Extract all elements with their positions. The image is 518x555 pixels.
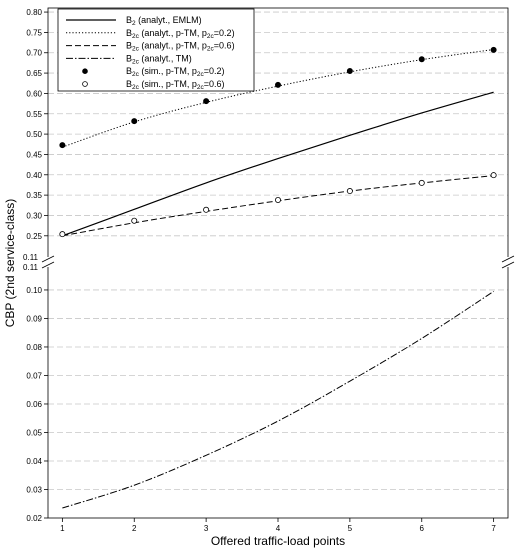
legend-subscript: 2c [132,84,140,91]
y-tick-label-upper: 0.30 [26,211,42,220]
series-4-marker [203,98,210,105]
legend-text-run: =0.6) [204,79,225,89]
series-4-marker [418,56,425,63]
legend-text-run: B [126,15,132,25]
legend-text-run: B [126,79,132,89]
series-4-marker [346,68,353,75]
legend-label-1: B2c​ (analyt., p-TM, p2c​=0.2) [126,28,235,40]
x-tick-label: 4 [276,524,281,533]
series-0-line [62,91,494,237]
legend-subscript: 2c [197,84,205,91]
series-4-marker [131,118,138,125]
legend-text-run: B [126,41,132,51]
y-tick-label-lower: 0.08 [26,343,42,352]
legend-text-run: B [126,53,132,63]
legend-text-run: (analyt., p-TM, p [139,41,207,51]
legend-subscript: 2c [132,71,140,78]
y-tick-label-upper: 0.70 [26,49,42,58]
y-tick-label-upper: 0.65 [26,69,42,78]
y-break-label-lower: 0.11 [23,263,39,272]
y-tick-label-upper: 0.80 [26,8,42,17]
series-5-marker [490,172,497,179]
axis-break-gap-left [40,257,54,267]
legend-text-run: (sim., p-TM, p [139,66,197,76]
y-tick-label-lower: 0.03 [26,485,42,494]
legend-subscript: 2c [197,71,205,78]
y-tick-label-upper: 0.55 [26,110,42,119]
legend-box [57,8,255,92]
series-5-marker [274,196,281,203]
series-3-line [62,290,494,509]
legend: B2​ (analyt., EMLM)B2c​ (analyt., p-TM, … [57,8,255,92]
legend-label-2: B2c​ (analyt., p-TM, p2c​=0.6) [126,41,235,53]
x-tick-label: 6 [420,524,425,533]
y-tick-label-lower: 0.04 [26,457,42,466]
legend-text-run: =0.6) [214,41,235,51]
legend-label-5: B2c​ (sim., p-TM, p2c​=0.6) [126,79,225,91]
legend-subscript: 2c [132,46,140,53]
legend-swatch-4 [82,68,88,74]
legend-label-4: B2c​ (sim., p-TM, p2c​=0.2) [126,66,225,78]
y-tick-label-upper: 0.35 [26,191,42,200]
legend-text-run: (sim., p-TM, p [139,79,197,89]
tick-layer: 0.25 0.30 0.35 0.40 0.45 0.50 0.55 0.60 0.65 0.70… [23,8,496,533]
axis-break-mark [501,255,515,263]
series-layer [59,46,497,509]
legend-subscript: 2 [132,20,136,27]
legend-text-run: =0.2) [214,28,235,38]
series-4-marker [490,46,497,53]
series-5-marker [418,179,425,186]
y-tick-label-lower: 0.10 [26,286,42,295]
y-tick-label-upper: 0.25 [26,232,42,241]
series-5-marker [203,206,210,213]
series-5-marker [59,231,66,238]
y-tick-label-lower: 0.07 [26,371,42,380]
axis-break-mark [41,261,55,269]
x-tick-label: 1 [60,524,65,533]
y-tick-label-upper: 0.45 [26,150,42,159]
y-tick-label-upper: 0.60 [26,89,42,98]
axis-break-mark [501,261,515,269]
legend-label-0: B2​ (analyt., EMLM) [126,15,202,27]
legend-label-3: B2c​ (analyt., TM) [126,53,192,65]
legend-subscript: 2c [132,58,140,65]
legend-swatch-5 [82,81,88,87]
legend-text-run: (analyt., TM) [139,53,192,63]
series-4-marker [59,142,66,149]
y-tick-label-lower: 0.06 [26,400,42,409]
y-tick-label-upper: 0.40 [26,171,42,180]
y-tick-label-lower: 0.02 [26,514,42,523]
y-tick-label-upper: 0.50 [26,130,42,139]
axis-break-gap-right [502,257,516,267]
legend-subscript: 2c [132,33,140,40]
legend-text-run: =0.2) [204,66,225,76]
x-tick-label: 7 [491,524,496,533]
y-tick-label-lower: 0.05 [26,428,42,437]
x-tick-label: 2 [132,524,137,533]
y-break-label-upper: 0.11 [23,253,39,262]
legend-subscript: 2c [207,33,215,40]
legend-text-run: B [126,28,132,38]
axis-break-mark [41,255,55,263]
y-tick-label-lower: 0.09 [26,314,42,323]
x-tick-label: 3 [204,524,209,533]
y-tick-label-upper: 0.75 [26,28,42,37]
legend-text-run: (analyt., EMLM) [136,15,202,25]
legend-subscript: 2c [207,46,215,53]
legend-text-run: (analyt., p-TM, p [139,28,207,38]
series-5-marker [346,188,353,195]
legend-text-run: B [126,66,132,76]
y-axis-title: CBP (2nd service-class) [3,199,17,327]
series-5-marker [131,217,138,224]
x-axis-title: Offered traffic-load points [211,534,345,548]
x-tick-label: 5 [348,524,353,533]
series-4-marker [274,81,281,88]
